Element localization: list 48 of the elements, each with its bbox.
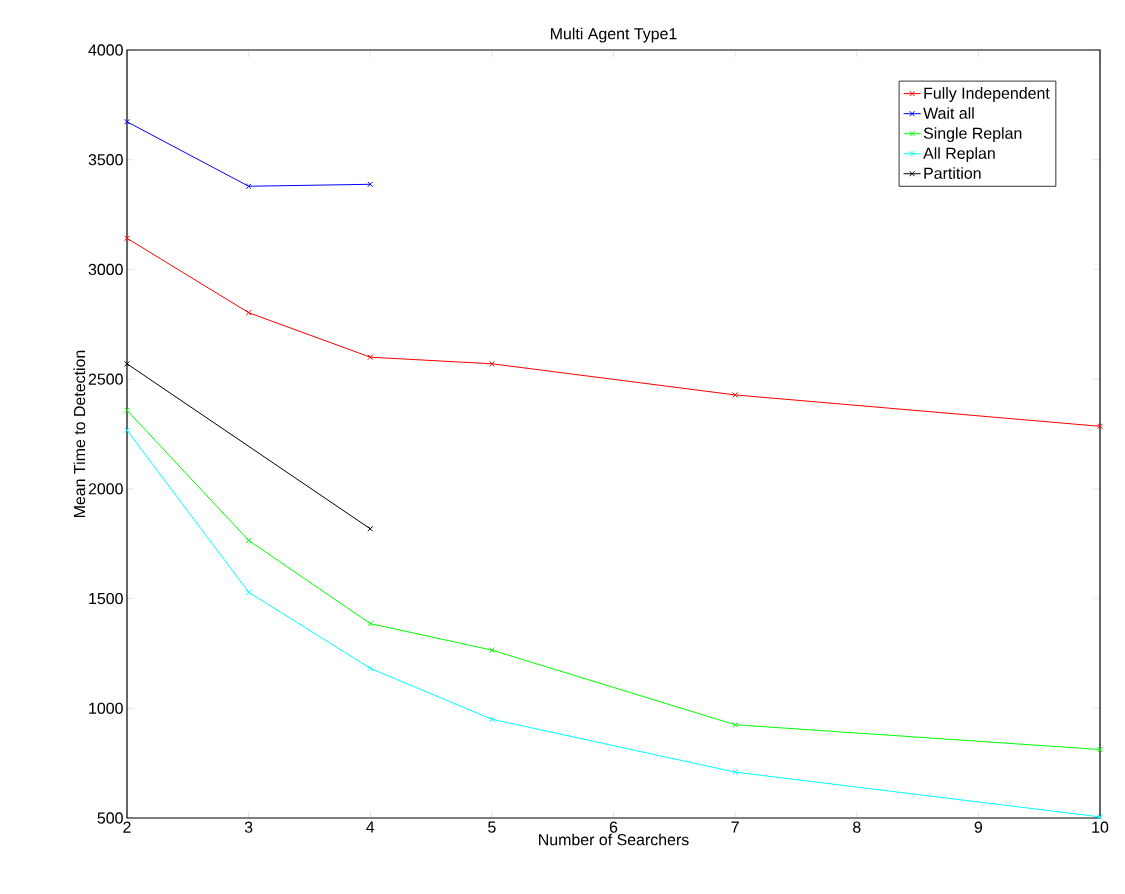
point	[1097, 746, 1103, 753]
point	[367, 181, 374, 188]
x-tick-label: 2	[123, 821, 131, 833]
legend-label: Fully Independent	[924, 87, 1050, 102]
x-tick-label: 7	[731, 821, 739, 833]
point	[1097, 813, 1103, 820]
point	[367, 525, 374, 532]
point	[124, 118, 130, 125]
point	[124, 360, 130, 367]
legend-label: Wait all	[923, 107, 974, 119]
point	[732, 769, 739, 776]
x-tick-label: 5	[488, 821, 496, 833]
point	[245, 537, 252, 544]
y-tick-label: 3000	[88, 263, 123, 276]
y-axis-title: Mean Time to Detection	[73, 350, 86, 517]
point	[488, 647, 495, 654]
y-tick-label: 2500	[88, 373, 123, 385]
point	[124, 407, 130, 414]
point	[488, 716, 495, 723]
y-tick-label: 1500	[89, 592, 123, 605]
point	[124, 427, 130, 434]
y-tick-label: 4000	[88, 44, 123, 56]
legend-label: All Replan	[923, 147, 995, 163]
point	[367, 620, 374, 627]
point	[1097, 423, 1103, 430]
point	[245, 309, 252, 316]
y-tick-label: 500	[97, 812, 123, 824]
y-tick-label: 1000	[89, 702, 123, 714]
chart-title: Multi Agent Type1	[551, 27, 677, 43]
point	[245, 183, 252, 190]
legend-label: Partition	[924, 167, 981, 179]
point	[367, 354, 374, 361]
x-tick-label: 8	[853, 821, 861, 833]
legend-label: Single Replan	[923, 127, 1022, 143]
point	[732, 391, 739, 398]
x-tick-label: 10	[1092, 821, 1109, 833]
y-tick-label: 2000	[88, 483, 123, 495]
y-tick-label: 3500	[88, 154, 123, 166]
point	[367, 665, 374, 672]
x-tick-label: 3	[244, 821, 253, 833]
point	[245, 589, 252, 596]
x-axis-title: Number of Searchers	[539, 833, 689, 846]
x-tick-label: 4	[366, 821, 375, 833]
point	[732, 721, 739, 728]
point	[124, 235, 130, 242]
point	[488, 360, 495, 367]
x-tick-label: 6	[609, 821, 618, 833]
x-tick-label: 9	[974, 821, 983, 833]
